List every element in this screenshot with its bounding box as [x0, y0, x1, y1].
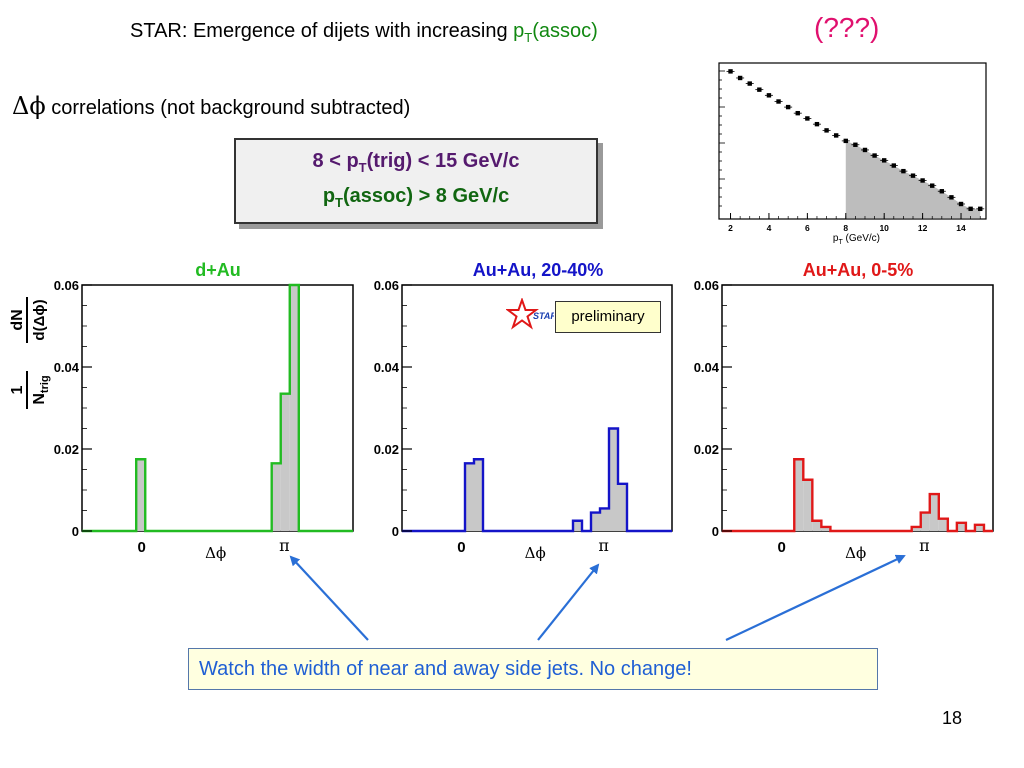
histogram-bin: [938, 518, 948, 531]
histogram-outline: [722, 458, 993, 533]
histogram-bin: [573, 520, 582, 531]
histogram-bin: [911, 526, 921, 531]
histogram-bin: [920, 512, 930, 531]
x-axis-label: Δϕ: [525, 544, 546, 562]
pointer-arrow: [289, 555, 369, 641]
assoc-post: (assoc) > 8 GeV/c: [342, 185, 510, 207]
histogram-bin: [929, 494, 939, 531]
inset-x-tick-label: 2: [728, 223, 733, 233]
star-logo-text: STAR: [533, 311, 554, 321]
y-tick-label: 0.06: [54, 278, 79, 293]
y-tick-label: 0.02: [694, 442, 719, 457]
panel-title: d+Au: [195, 260, 241, 280]
histogram-bin: [600, 508, 609, 531]
y-label-dn: dN: [9, 309, 26, 330]
pointer-arrow: [537, 563, 600, 641]
trig-pre: 8 < p: [312, 150, 359, 172]
histogram-outline: [82, 283, 353, 533]
y-tick-label: 0.02: [374, 442, 399, 457]
assoc-pre: p: [322, 185, 336, 207]
slide-title: STAR: Emergence of dijets with increasin…: [130, 20, 598, 45]
inset-shaded-region: [845, 140, 981, 218]
y-tick-label: 0.06: [374, 278, 399, 293]
y-tick-label: 0.02: [54, 442, 79, 457]
correlation-subtitle: Δϕ correlations (not background subtract…: [12, 92, 410, 120]
y-tick-label: 0.04: [374, 360, 400, 375]
trigger-cut: 8 < pT(trig) < 15 GeV/c: [236, 150, 596, 175]
panel-frame: [721, 284, 994, 532]
y-tick-label: 0: [392, 524, 399, 539]
trig-sub: T: [358, 160, 367, 175]
histogram-bin: [618, 483, 627, 531]
histogram-bin: [280, 393, 290, 531]
preliminary-label: preliminary: [555, 301, 661, 333]
histogram-panel-3: Au+Au, 0-5% 0 0.02 0.04 0.06 0 π Δϕ: [694, 260, 994, 562]
question-marks: (???): [814, 12, 880, 43]
pointer-arrow: [725, 554, 906, 641]
histogram-bin: [609, 428, 618, 531]
trig-post: (trig) < 15 GeV/c: [366, 150, 520, 172]
histogram-bin: [803, 479, 813, 531]
inset-x-tick-label: 12: [918, 223, 928, 233]
x-tick-label-zero: 0: [457, 539, 465, 556]
dphi-symbol: Δϕ: [12, 92, 46, 120]
x-tick-label-pi: π: [279, 536, 290, 555]
panel-title: Au+Au, 0-5%: [803, 260, 914, 280]
title-pt: pT(assoc): [513, 20, 598, 45]
y-tick-label: 0.06: [694, 278, 719, 293]
y-label-ntrig: Ntrig: [31, 375, 51, 404]
histogram-panel-1: d+Au 0 0.02 0.04 0.06 0 π Δϕ: [54, 260, 354, 562]
x-tick-label-pi: π: [919, 536, 930, 555]
x-tick-label-pi: π: [598, 536, 609, 555]
histogram-bin: [956, 522, 966, 531]
histogram-bin: [974, 524, 984, 531]
histogram-bin: [271, 463, 281, 531]
title-pt-p: p: [513, 20, 525, 42]
inset-x-tick-label: 10: [879, 223, 889, 233]
histogram-bin: [465, 463, 474, 531]
inset-x-tick-label: 8: [843, 223, 848, 233]
title-text: STAR: Emergence of dijets with increasin…: [130, 20, 514, 42]
pt-cut-box: 8 < pT(trig) < 15 GeV/c pT(assoc) > 8 Ge…: [234, 138, 598, 224]
watch-note: Watch the width of near and away side je…: [188, 648, 878, 690]
histogram-bin: [136, 459, 146, 531]
histogram-bin: [289, 285, 299, 531]
assoc-cut: pT(assoc) > 8 GeV/c: [236, 185, 596, 210]
panel-frame: [81, 284, 354, 532]
page-number: 18: [942, 708, 963, 728]
star-logo-icon: STAR: [506, 298, 554, 330]
correlation-text: correlations (not background subtracted): [45, 97, 411, 119]
y-tick-label: 0.04: [694, 360, 720, 375]
x-axis-label: Δϕ: [205, 544, 226, 562]
histogram-outline: [402, 427, 672, 533]
pt-spectrum-inset: 2 4 6 8 10 12 14 pT (GeV/c): [718, 62, 987, 246]
histogram-bin: [474, 459, 483, 531]
histogram-bin: [794, 459, 804, 531]
inset-x-tick-label: 4: [767, 223, 772, 233]
x-axis-label: Δϕ: [845, 544, 866, 562]
x-tick-label-zero: 0: [777, 539, 785, 556]
histogram-bin: [812, 520, 822, 531]
histogram-bin: [591, 512, 600, 531]
y-axis-label: 1 Ntrig dN d(Δϕ): [9, 297, 51, 409]
histogram-bin: [821, 526, 831, 531]
panel-title: Au+Au, 20-40%: [473, 260, 604, 280]
y-tick-label: 0: [712, 524, 719, 539]
x-tick-label-zero: 0: [137, 539, 145, 556]
assoc-sub: T: [335, 195, 343, 210]
y-tick-label: 0.04: [54, 360, 80, 375]
y-tick-label: 0: [72, 524, 79, 539]
y-label-dphi: d(Δϕ): [31, 299, 48, 340]
title-assoc: (assoc): [532, 20, 598, 42]
y-label-one: 1: [9, 385, 26, 394]
inset-x-tick-label: 14: [956, 223, 966, 233]
title-pt-sub: T: [524, 30, 533, 45]
inset-x-axis-label: pT (GeV/c): [833, 233, 880, 246]
inset-x-tick-label: 6: [805, 223, 810, 233]
